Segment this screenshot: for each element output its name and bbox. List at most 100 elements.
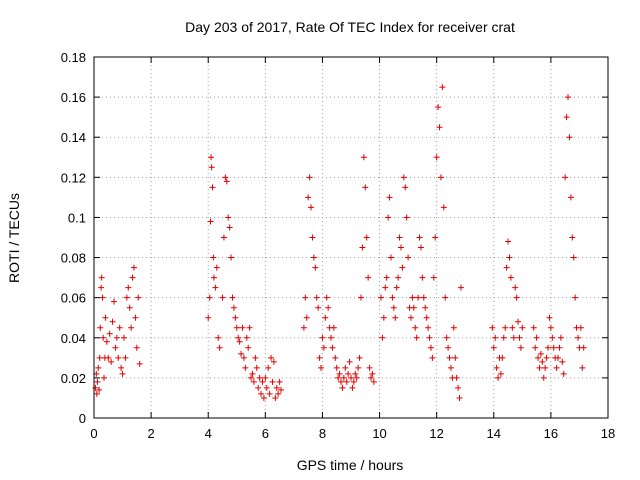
y-tick-label: 0.08 bbox=[61, 251, 86, 266]
data-point bbox=[235, 334, 242, 341]
data-point bbox=[503, 264, 510, 271]
data-point bbox=[393, 284, 400, 291]
y-tick-labels: 0 0.02 0.04 0.06 0.08 0.1 0.12 0.14 0.16 0.18 bbox=[61, 50, 86, 426]
data-point bbox=[238, 350, 245, 357]
data-point bbox=[95, 364, 102, 371]
data-point bbox=[389, 294, 396, 301]
data-point bbox=[132, 314, 139, 321]
data-point bbox=[223, 178, 230, 185]
data-point bbox=[446, 354, 453, 361]
data-point bbox=[416, 234, 423, 241]
data-point bbox=[363, 234, 370, 241]
data-point bbox=[245, 344, 252, 351]
data-point bbox=[248, 374, 255, 381]
data-point bbox=[360, 154, 367, 161]
data-point bbox=[492, 334, 499, 341]
data-point bbox=[210, 274, 217, 281]
data-point bbox=[122, 354, 129, 361]
data-point bbox=[350, 378, 357, 385]
data-point bbox=[318, 364, 325, 371]
data-point bbox=[410, 304, 417, 311]
x-tick-label: 4 bbox=[205, 426, 212, 441]
data-point bbox=[135, 294, 142, 301]
data-point bbox=[269, 378, 276, 385]
data-point bbox=[450, 324, 457, 331]
y-tick-label: 0.04 bbox=[61, 331, 86, 346]
data-point bbox=[346, 358, 353, 365]
x-tick-labels: 0 2 4 6 8 10 12 14 16 18 bbox=[90, 426, 615, 441]
data-point bbox=[215, 334, 222, 341]
data-point bbox=[447, 364, 454, 371]
data-point bbox=[208, 164, 215, 171]
data-point bbox=[105, 354, 112, 361]
data-point bbox=[506, 254, 513, 261]
data-point bbox=[342, 364, 349, 371]
data-point bbox=[242, 364, 249, 371]
data-point bbox=[305, 194, 312, 201]
data-point bbox=[563, 114, 570, 121]
y-tick-label: 0.12 bbox=[61, 170, 86, 185]
data-point bbox=[512, 284, 519, 291]
data-point bbox=[415, 294, 422, 301]
data-point bbox=[436, 124, 443, 131]
data-point bbox=[249, 370, 256, 377]
data-point bbox=[96, 386, 103, 393]
data-point bbox=[315, 304, 322, 311]
data-point bbox=[333, 364, 340, 371]
data-point bbox=[560, 370, 567, 377]
data-point bbox=[509, 324, 516, 331]
data-point bbox=[455, 384, 462, 391]
data-point bbox=[545, 344, 552, 351]
data-point bbox=[348, 374, 354, 381]
data-point bbox=[126, 304, 133, 311]
data-point bbox=[495, 374, 502, 381]
data-point bbox=[109, 318, 116, 325]
data-point bbox=[340, 374, 347, 381]
data-point bbox=[380, 314, 387, 321]
data-point bbox=[93, 390, 100, 397]
data-point bbox=[306, 174, 313, 181]
data-point bbox=[322, 314, 329, 321]
data-point bbox=[309, 234, 316, 241]
data-point bbox=[510, 334, 517, 341]
data-point bbox=[429, 354, 436, 361]
data-point bbox=[430, 274, 437, 281]
data-point bbox=[123, 294, 130, 301]
data-point bbox=[113, 334, 120, 341]
data-point bbox=[345, 370, 352, 377]
data-point bbox=[437, 174, 444, 181]
data-point bbox=[519, 324, 526, 331]
data-point bbox=[456, 394, 463, 401]
data-point bbox=[530, 324, 537, 331]
data-point bbox=[556, 344, 563, 351]
data-point bbox=[265, 364, 272, 371]
data-point bbox=[532, 344, 539, 351]
data-point bbox=[239, 324, 246, 331]
data-point bbox=[276, 378, 283, 385]
data-point bbox=[260, 394, 267, 401]
data-point bbox=[457, 284, 464, 291]
data-point bbox=[99, 294, 106, 301]
data-point bbox=[397, 244, 404, 251]
data-point bbox=[502, 324, 509, 331]
data-point bbox=[98, 274, 105, 281]
y-tick-label: 0.16 bbox=[61, 90, 86, 105]
data-point bbox=[580, 344, 587, 351]
x-tick-label: 18 bbox=[601, 426, 615, 441]
data-point bbox=[233, 324, 240, 331]
data-point bbox=[396, 234, 403, 241]
data-point bbox=[362, 184, 369, 191]
data-point bbox=[252, 354, 259, 361]
data-point bbox=[205, 314, 212, 321]
data-point bbox=[316, 354, 323, 361]
data-point bbox=[303, 314, 310, 321]
data-point bbox=[256, 374, 263, 381]
data-point bbox=[220, 234, 227, 241]
data-point bbox=[273, 384, 280, 391]
data-point bbox=[125, 284, 132, 291]
data-point bbox=[255, 384, 262, 391]
data-point bbox=[302, 294, 309, 301]
data-point bbox=[212, 284, 219, 291]
data-point bbox=[216, 344, 223, 351]
data-point bbox=[300, 324, 307, 331]
